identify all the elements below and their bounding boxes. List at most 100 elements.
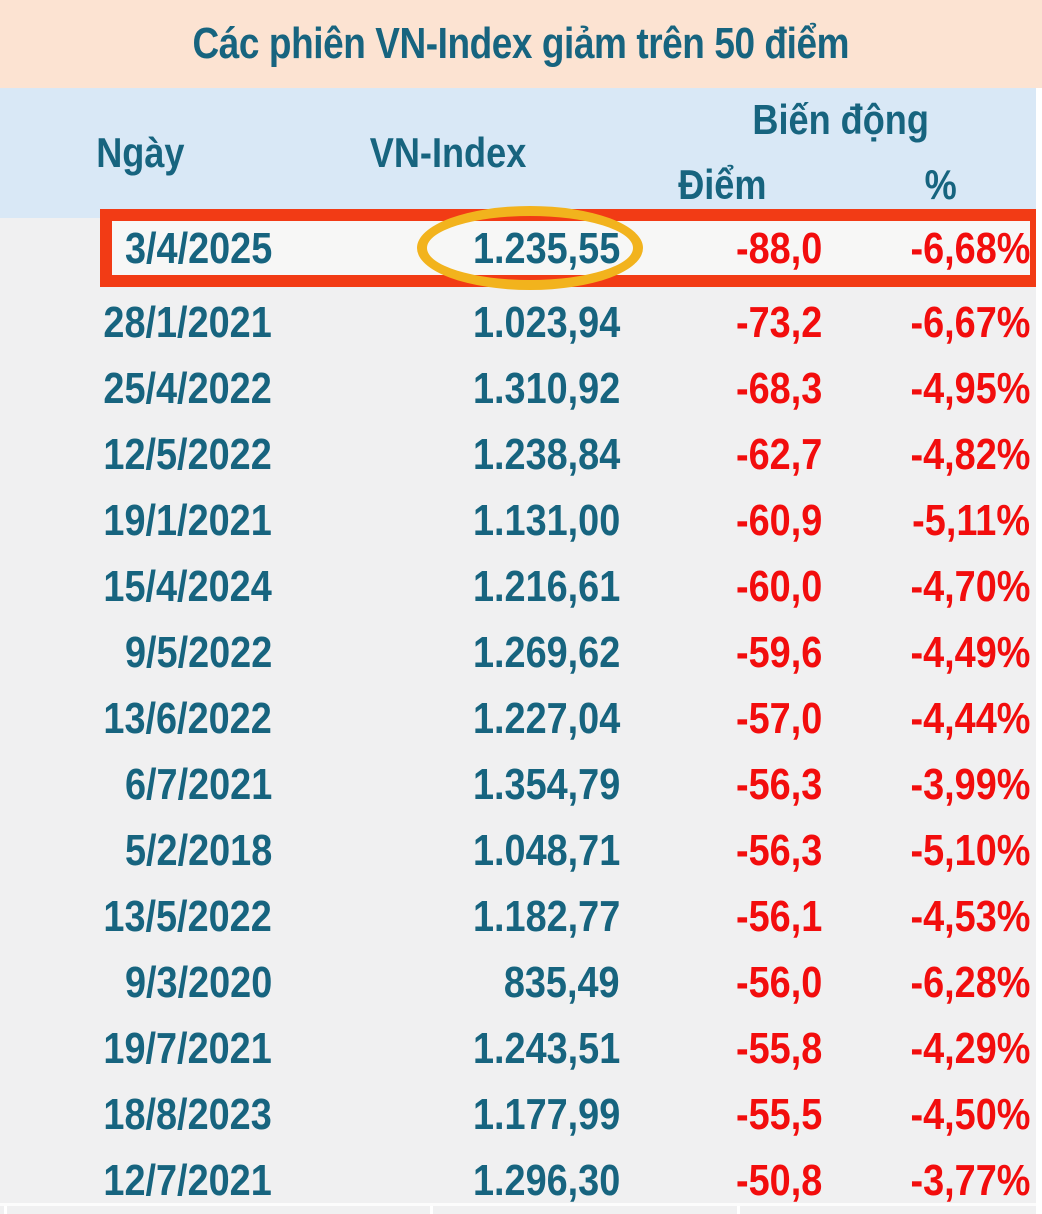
table-body-background	[0, 218, 1042, 1214]
cell-vnindex: 1.310,92	[300, 364, 640, 414]
highlight-circle	[417, 206, 643, 290]
table-row: 6/7/2021 1.354,79 -56,3 -3,99%	[0, 752, 1042, 818]
cell-vnindex: 1.243,51	[300, 1024, 640, 1074]
column-header-date: Ngày	[95, 129, 185, 176]
cell-percent-change: -3,99%	[840, 760, 1042, 810]
cell-percent-change: -6,68%	[840, 224, 1042, 279]
cell-percent-change: -4,82%	[840, 430, 1042, 480]
cell-date: 12/5/2022	[0, 430, 300, 480]
cell-points-change-text: -59,6	[735, 628, 822, 677]
cell-vnindex-text: 1.354,79	[472, 760, 620, 809]
cell-percent-change-text: -6,28%	[910, 958, 1030, 1007]
column-header-percent: %	[924, 161, 958, 208]
cell-date: 25/4/2022	[0, 364, 300, 414]
cell-percent-change: -4,49%	[840, 628, 1042, 678]
cell-points-change-text: -56,0	[735, 958, 822, 1007]
cell-date-text: 9/5/2022	[124, 628, 272, 677]
cell-date-text: 13/6/2022	[103, 694, 272, 743]
cell-points-change-text: -55,5	[735, 1090, 822, 1139]
cell-percent-change-text: -4,44%	[910, 694, 1030, 743]
cell-vnindex: 1.182,77	[300, 892, 640, 942]
cell-vnindex-text: 1.048,71	[472, 826, 620, 875]
cell-date-text: 19/7/2021	[103, 1024, 272, 1073]
title-band: Các phiên VN-Index giảm trên 50 điểm	[0, 0, 1042, 88]
right-margin-strip	[1036, 88, 1042, 1214]
cell-vnindex: 1.048,71	[300, 826, 640, 876]
cell-date-text: 5/2/2018	[124, 826, 272, 875]
cell-vnindex-text: 1.243,51	[472, 1024, 620, 1073]
cell-percent-change-text: -4,50%	[910, 1090, 1030, 1139]
cell-percent-change: -4,50%	[840, 1090, 1042, 1140]
cell-percent-change: -4,70%	[840, 562, 1042, 612]
cell-date-text: 9/3/2020	[124, 958, 272, 1007]
cell-percent-change: -6,67%	[840, 298, 1042, 348]
cell-points-change: -73,2	[640, 298, 840, 348]
cell-vnindex: 1.238,84	[300, 430, 640, 480]
table-row: 25/4/2022 1.310,92 -68,3 -4,95%	[0, 356, 1042, 422]
cell-vnindex: 1.177,99	[300, 1090, 640, 1140]
cell-points-change-text: -56,3	[735, 826, 822, 875]
cell-date: 19/7/2021	[0, 1024, 300, 1074]
table-row: 12/5/2022 1.238,84 -62,7 -4,82%	[0, 422, 1042, 488]
cell-points-change-text: -88,0	[735, 224, 822, 273]
cell-percent-change-text: -3,77%	[910, 1156, 1030, 1205]
cell-date-text: 25/4/2022	[103, 364, 272, 413]
cell-points-change: -68,3	[640, 364, 840, 414]
cell-date-text: 6/7/2021	[124, 760, 272, 809]
cell-percent-change-text: -6,67%	[910, 298, 1030, 347]
grid-tick	[737, 1206, 740, 1214]
cell-percent-change-text: -5,11%	[912, 496, 1030, 545]
cell-points-change-text: -50,8	[735, 1156, 822, 1205]
cell-points-change: -56,0	[640, 958, 840, 1008]
cell-date: 15/4/2024	[0, 562, 300, 612]
table-header: Ngày VN-Index Biến động Điểm %	[0, 88, 1042, 218]
table-row: 9/3/2020 835,49 -56,0 -6,28%	[0, 950, 1042, 1016]
column-header-change-group: Biến động	[752, 96, 930, 143]
grid-tick	[4, 1206, 7, 1214]
table-row: 19/7/2021 1.243,51 -55,8 -4,29%	[0, 1016, 1042, 1082]
cell-percent-change-text: -3,99%	[910, 760, 1030, 809]
column-header-points: Điểm	[677, 161, 767, 208]
cell-vnindex: 1.131,00	[300, 496, 640, 546]
table-row: 13/5/2022 1.182,77 -56,1 -4,53%	[0, 884, 1042, 950]
cell-percent-change: -4,53%	[840, 892, 1042, 942]
cell-date-text: 3/4/2025	[124, 224, 272, 273]
cell-points-change-text: -56,3	[735, 760, 822, 809]
cell-vnindex-text: 1.131,00	[472, 496, 620, 545]
cell-percent-change-text: -4,49%	[910, 628, 1030, 677]
cell-percent-change: -4,44%	[840, 694, 1042, 744]
table-body: 3/4/2025 1.235,55 -88,0 -6,68% 28/1/2021…	[0, 218, 1042, 1214]
cell-date: 9/3/2020	[0, 958, 300, 1008]
page-title: Các phiên VN-Index giảm trên 50 điểm	[192, 19, 850, 68]
cell-percent-change: -3,77%	[840, 1156, 1042, 1206]
table-row: 28/1/2021 1.023,94 -73,2 -6,67%	[0, 290, 1042, 356]
cell-vnindex-text: 835,49	[504, 958, 620, 1007]
cell-date: 3/4/2025	[0, 224, 300, 279]
cell-vnindex-text: 1.310,92	[472, 364, 620, 413]
cell-percent-change: -6,28%	[840, 958, 1042, 1008]
column-header-vnindex: VN-Index	[369, 129, 527, 176]
cell-date: 19/1/2021	[0, 496, 300, 546]
cell-points-change-text: -60,0	[735, 562, 822, 611]
cell-date-text: 12/7/2021	[103, 1156, 272, 1205]
cell-percent-change: -5,10%	[840, 826, 1042, 876]
cell-percent-change-text: -4,53%	[910, 892, 1030, 941]
cell-vnindex: 1.216,61	[300, 562, 640, 612]
cell-points-change: -56,3	[640, 826, 840, 876]
cell-vnindex-text: 1.182,77	[472, 892, 620, 941]
cell-points-change-text: -56,1	[735, 892, 822, 941]
cell-percent-change: -4,95%	[840, 364, 1042, 414]
cell-date-text: 19/1/2021	[103, 496, 272, 545]
cell-date-text: 28/1/2021	[103, 298, 272, 347]
cell-date: 9/5/2022	[0, 628, 300, 678]
cell-vnindex-text: 1.269,62	[472, 628, 620, 677]
cell-points-change: -55,8	[640, 1024, 840, 1074]
cell-vnindex: 1.354,79	[300, 760, 640, 810]
cell-date: 13/6/2022	[0, 694, 300, 744]
cell-vnindex-text: 1.177,99	[472, 1090, 620, 1139]
cell-points-change-text: -60,9	[735, 496, 822, 545]
cell-percent-change-text: -6,68%	[910, 224, 1030, 273]
cell-percent-change: -4,29%	[840, 1024, 1042, 1074]
cell-percent-change-text: -4,82%	[910, 430, 1030, 479]
cell-date: 28/1/2021	[0, 298, 300, 348]
